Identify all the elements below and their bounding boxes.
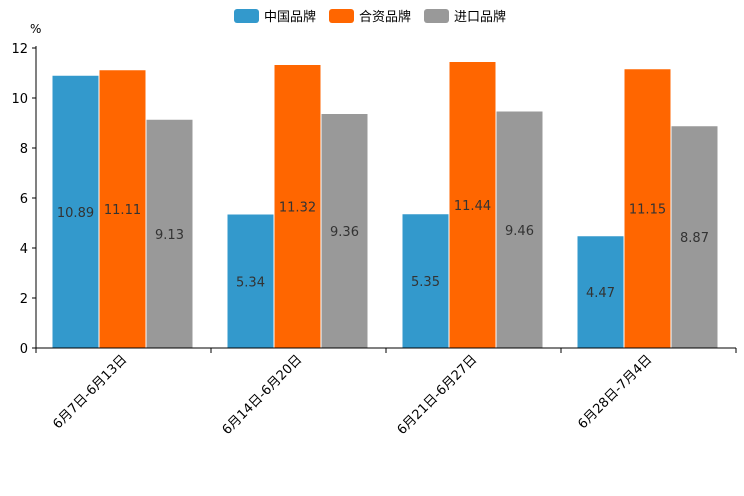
y-tick-label: 6 (20, 192, 28, 207)
bar (146, 119, 193, 348)
bar (52, 75, 99, 348)
legend-swatch (234, 9, 259, 23)
y-axis-unit-label: % (30, 22, 41, 36)
legend-swatch (424, 9, 449, 23)
y-tick-label: 10 (11, 92, 28, 107)
bar-value-label: 5.35 (411, 275, 440, 290)
bar-value-label: 11.11 (104, 203, 141, 218)
y-tick-label: 0 (20, 342, 28, 357)
y-tick-label: 8 (20, 142, 28, 157)
bar-value-label: 11.15 (629, 203, 666, 218)
x-category-label: 6月14日-6月20日 (220, 352, 306, 438)
x-category-label: 6月28日-7月4日 (575, 352, 655, 432)
legend-label: 合资品牌 (359, 9, 411, 25)
bar-value-label: 8.87 (680, 231, 709, 246)
y-tick-label: 2 (20, 292, 28, 307)
bar-value-label: 10.89 (57, 206, 94, 221)
y-tick-label: 4 (20, 242, 28, 257)
y-tick-label: 12 (11, 42, 28, 57)
bar (671, 126, 718, 348)
legend-label: 中国品牌 (264, 9, 316, 25)
bar (227, 214, 274, 348)
x-category-label: 6月21日-6月27日 (395, 352, 481, 438)
bar (624, 69, 671, 348)
bar (577, 236, 624, 348)
bar-value-label: 9.13 (155, 228, 184, 243)
legend: 中国品牌 合资品牌 进口品牌 (234, 9, 506, 25)
legend-label: 进口品牌 (454, 9, 506, 25)
bar-value-label: 11.44 (454, 199, 491, 214)
bar-value-label: 9.36 (330, 225, 359, 240)
bar-value-label: 11.32 (279, 201, 316, 216)
bar (449, 62, 496, 348)
bar-value-label: 5.34 (236, 275, 265, 290)
bar (274, 65, 321, 348)
bar-value-label: 4.47 (586, 286, 615, 301)
x-category-label: 6月7日-6月13日 (50, 352, 130, 432)
bars: 10.89 11.11 9.13 5.34 11.32 9.36 5.35 11.44 9.46… (52, 62, 718, 348)
bar (321, 114, 368, 348)
bar (402, 214, 449, 348)
legend-swatch (329, 9, 354, 23)
bar-value-label: 9.46 (505, 224, 534, 239)
x-axis: 6月7日-6月13日 6月14日-6月20日 6月21日-6月27日 6月28日-7月… (35, 347, 737, 438)
bar (99, 70, 146, 348)
bar (496, 111, 543, 348)
y-axis: 0 2 4 6 8 10 12 (11, 42, 37, 357)
